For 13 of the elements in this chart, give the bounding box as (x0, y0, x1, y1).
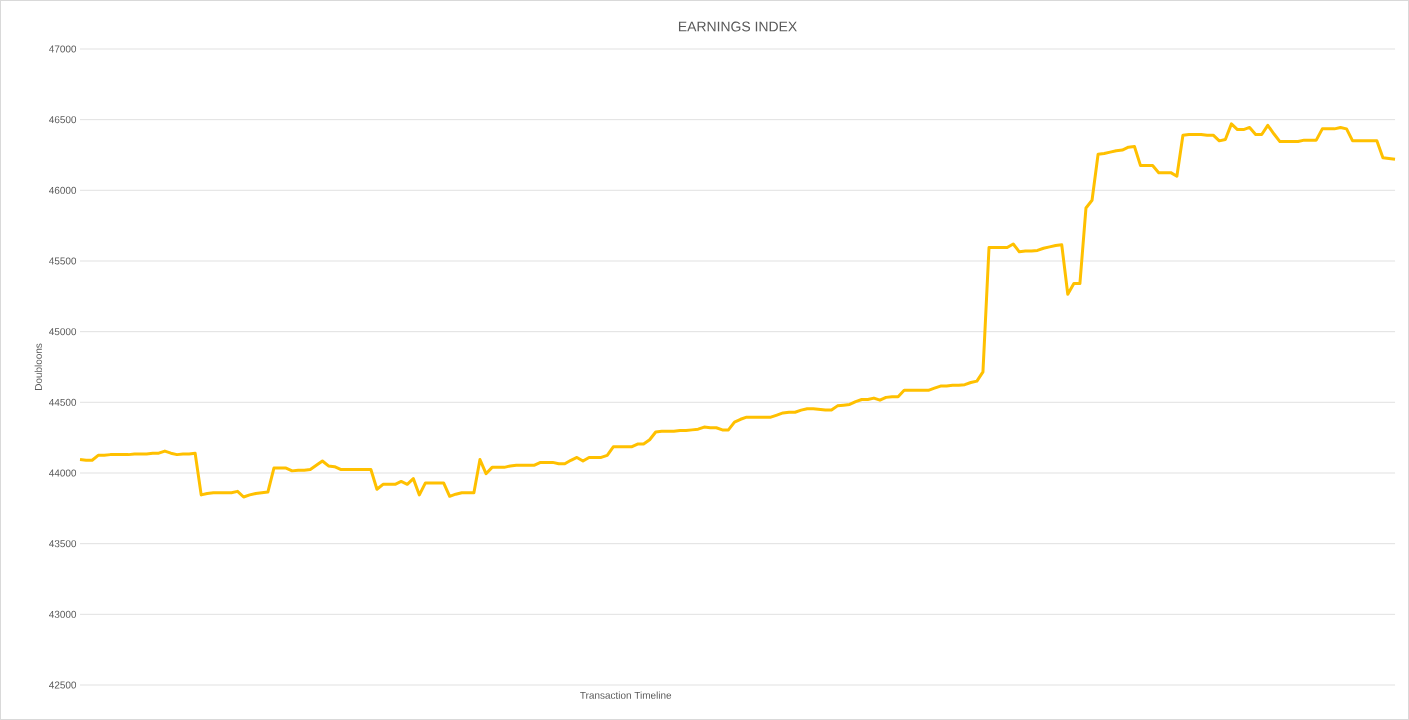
y-tick-label: 47000 (49, 45, 77, 53)
chart-title: EARNINGS INDEX (678, 21, 797, 32)
x-axis-title: Transaction Timeline (580, 691, 672, 699)
y-tick-label: 43500 (49, 540, 77, 548)
y-tick-label: 46000 (49, 186, 77, 194)
y-tick-label: 42500 (49, 681, 77, 689)
y-tick-label: 46500 (49, 116, 77, 124)
y-tick-label: 45500 (49, 257, 77, 265)
y-axis-title: Doubloons (34, 343, 42, 390)
y-tick-label: 44500 (49, 398, 77, 406)
y-tick-label: 44000 (49, 469, 77, 477)
y-tick-label: 45000 (49, 328, 77, 336)
y-tick-label: 43000 (49, 610, 77, 618)
